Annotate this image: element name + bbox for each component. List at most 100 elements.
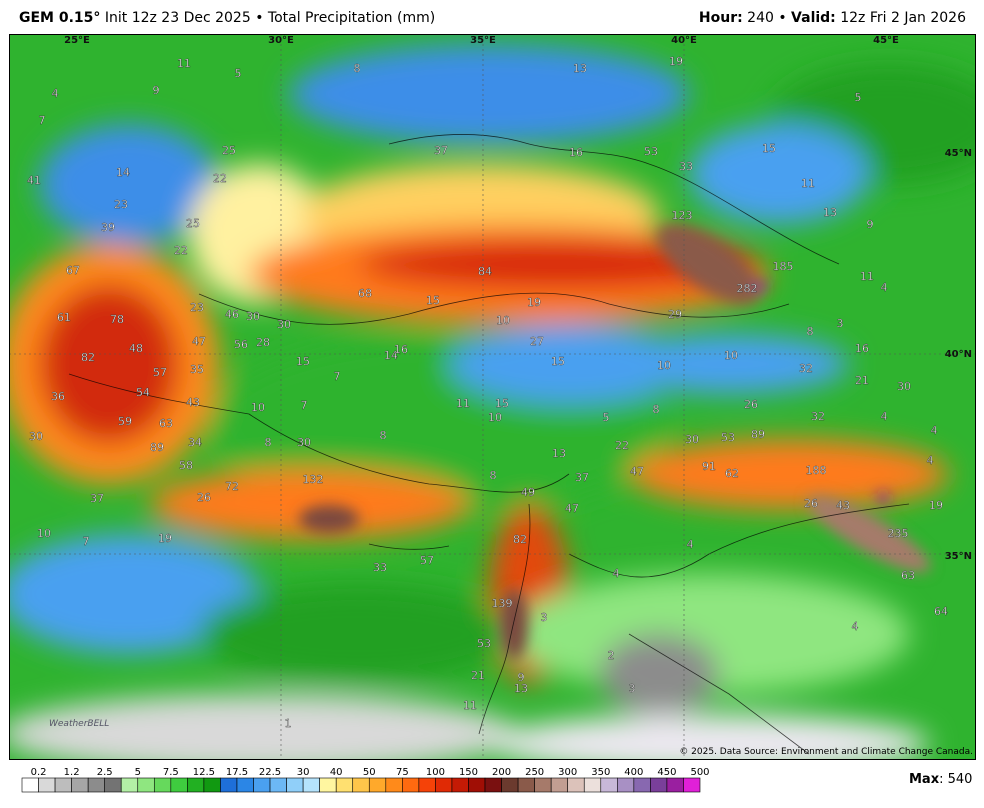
precip-label: 23 [190, 301, 204, 314]
legend-swatch [187, 777, 205, 793]
precip-label: 68 [358, 287, 372, 300]
precip-label: 82 [81, 351, 95, 364]
max-label: Max [909, 772, 940, 787]
legend-label: 400 [624, 767, 643, 778]
precip-field [9, 34, 976, 760]
precip-label: 53 [477, 637, 491, 650]
precip-label: 10 [37, 527, 51, 540]
legend-swatch [385, 777, 403, 793]
precip-label: 4 [687, 538, 694, 551]
legend-swatch [170, 777, 188, 793]
precip-label: 54 [136, 386, 150, 399]
precip-label: 72 [225, 480, 239, 493]
legend-swatch [253, 777, 271, 793]
precip-label: 30 [297, 436, 311, 449]
legend-swatch [451, 777, 469, 793]
precip-label: 37 [434, 144, 448, 157]
legend-swatch [650, 777, 668, 793]
init: Init 12z 23 Dec 2025 • Total Precipitati… [104, 10, 436, 26]
precip-label: 46 [225, 308, 239, 321]
precip-label: 13 [573, 62, 587, 75]
precip-label: 47 [192, 335, 206, 348]
precip-label: 33 [373, 561, 387, 574]
legend-swatch [633, 777, 651, 793]
precip-label: 49 [521, 486, 535, 499]
precip-label: 63 [901, 569, 915, 582]
lon-label: 40°E [671, 35, 697, 46]
precip-label: 32 [811, 410, 825, 423]
precip-label: 7 [301, 399, 308, 412]
legend-swatch [269, 777, 287, 793]
precip-label: 37 [575, 471, 589, 484]
max: Max: 540 [909, 772, 972, 787]
precip-label: 89 [150, 441, 164, 454]
precip-label: 15 [495, 397, 509, 410]
legend-label: 50 [363, 767, 376, 778]
legend-label: 40 [330, 767, 343, 778]
legend-label: 7.5 [163, 767, 179, 778]
legend-label: 0.2 [31, 767, 47, 778]
precip-label: 22 [615, 439, 629, 452]
legend: 0.2 1.2 2.5 5 7.5 12.5 17.5 22.5 30 40 50 75 100 150 2… [21, 767, 710, 793]
precip-label: 11 [456, 397, 470, 410]
legend-swatch [104, 777, 122, 793]
precip-label: 8 [653, 403, 660, 416]
precip-label: 30 [29, 430, 43, 443]
precip-label: 43 [186, 396, 200, 409]
precip-label: 188 [806, 464, 827, 477]
legend-swatch [302, 777, 320, 793]
legend-label: 300 [558, 767, 577, 778]
precip-label: 4 [927, 454, 934, 467]
legend-swatch [286, 777, 304, 793]
precip-label: 56 [234, 338, 248, 351]
legend-swatch [683, 777, 701, 793]
precip-label: 62 [725, 467, 739, 480]
precip-label: 64 [934, 605, 948, 618]
legend-label: 1.2 [64, 767, 80, 778]
legend-swatch [87, 777, 105, 793]
model: GEM 0.15° [19, 10, 101, 26]
precip-label: 235 [888, 527, 909, 540]
legend-swatch [71, 777, 89, 793]
legend-swatch [319, 777, 337, 793]
precip-label: 7 [83, 535, 90, 548]
lon-label: 25°E [64, 35, 90, 46]
precip-label: 26 [197, 491, 211, 504]
legend-swatch [38, 777, 56, 793]
precip-label: 13 [514, 682, 528, 695]
precip-label: 25 [222, 144, 236, 157]
precip-label: 47 [630, 465, 644, 478]
precip-label: 7 [334, 370, 341, 383]
precip-label: 10 [251, 401, 265, 414]
precip-label: 82 [513, 533, 527, 546]
precip-label: 53 [644, 145, 658, 158]
graticule [9, 34, 976, 760]
precip-label: 21 [855, 374, 869, 387]
precip-label: 15 [296, 355, 310, 368]
legend-swatch [137, 777, 155, 793]
valid-label: Valid: [791, 10, 836, 26]
precip-label: 2 [608, 649, 615, 662]
precip-label: 84 [478, 265, 492, 278]
precip-label: 8 [380, 429, 387, 442]
precip-label: 30 [277, 318, 291, 331]
precip-label: 57 [153, 366, 167, 379]
lon-label: 30°E [268, 35, 294, 46]
legend-label: 250 [525, 767, 544, 778]
precip-label: 13 [552, 447, 566, 460]
precip-label: 26 [804, 497, 818, 510]
precip-label: 9 [867, 218, 874, 231]
header-left: GEM 0.15° Init 12z 23 Dec 2025 • Total P… [19, 10, 435, 26]
precip-label: 78 [110, 313, 124, 326]
map-frame [9, 34, 976, 760]
precip-label: 57 [420, 554, 434, 567]
precip-label: 47 [565, 502, 579, 515]
legend-label: 22.5 [259, 767, 281, 778]
legend-swatch [203, 777, 221, 793]
precip-label: 41 [27, 174, 41, 187]
legend-label: 2.5 [97, 767, 113, 778]
legend-swatch [468, 777, 486, 793]
precip-label: 28 [256, 336, 270, 349]
legend-label: 5 [135, 767, 141, 778]
precip-label: 15 [426, 294, 440, 307]
